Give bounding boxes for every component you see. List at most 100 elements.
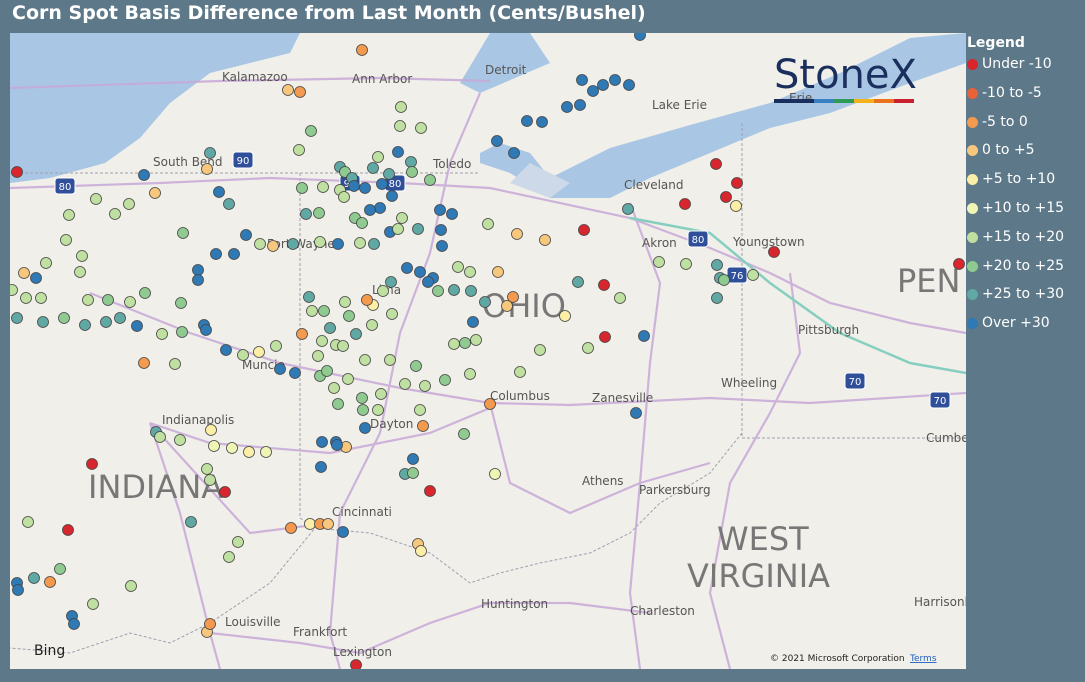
location-dot[interactable] [415, 122, 427, 134]
location-dot[interactable] [314, 236, 326, 248]
location-dot[interactable] [348, 180, 360, 192]
location-dot[interactable] [511, 228, 523, 240]
location-dot[interactable] [638, 330, 650, 342]
location-dot[interactable] [177, 227, 189, 239]
location-dot[interactable] [204, 474, 216, 486]
location-dot[interactable] [680, 258, 692, 270]
location-dot[interactable] [131, 320, 143, 332]
location-dot[interactable] [385, 276, 397, 288]
location-dot[interactable] [386, 308, 398, 320]
location-dot[interactable] [289, 367, 301, 379]
location-dot[interactable] [63, 209, 75, 221]
location-dot[interactable] [11, 166, 23, 178]
location-dot[interactable] [139, 287, 151, 299]
location-dot[interactable] [597, 79, 609, 91]
location-dot[interactable] [316, 436, 328, 448]
location-dot[interactable] [293, 144, 305, 156]
location-dot[interactable] [417, 420, 429, 432]
location-dot[interactable] [574, 99, 586, 111]
location-dot[interactable] [634, 33, 646, 41]
location-dot[interactable] [491, 135, 503, 147]
location-dot[interactable] [356, 217, 368, 229]
location-dot[interactable] [337, 340, 349, 352]
location-dot[interactable] [372, 151, 384, 163]
location-dot[interactable] [386, 190, 398, 202]
location-dot[interactable] [731, 177, 743, 189]
location-dot[interactable] [439, 374, 451, 386]
location-dot[interactable] [582, 342, 594, 354]
location-dot[interactable] [536, 116, 548, 128]
location-dot[interactable] [559, 310, 571, 322]
location-dot[interactable] [434, 204, 446, 216]
location-dot[interactable] [720, 191, 732, 203]
location-dot[interactable] [407, 467, 419, 479]
location-dot[interactable] [109, 208, 121, 220]
location-dot[interactable] [267, 240, 279, 252]
location-dot[interactable] [718, 274, 730, 286]
location-dot[interactable] [384, 354, 396, 366]
location-dot[interactable] [274, 363, 286, 375]
location-dot[interactable] [599, 331, 611, 343]
location-dot[interactable] [539, 234, 551, 246]
location-dot[interactable] [125, 580, 137, 592]
location-dot[interactable] [343, 310, 355, 322]
location-dot[interactable] [54, 563, 66, 575]
location-dot[interactable] [10, 284, 18, 296]
location-dot[interactable] [213, 186, 225, 198]
location-dot[interactable] [317, 181, 329, 193]
location-dot[interactable] [452, 261, 464, 273]
location-dot[interactable] [90, 193, 102, 205]
location-dot[interactable] [316, 335, 328, 347]
location-dot[interactable] [220, 344, 232, 356]
location-dot[interactable] [374, 202, 386, 214]
location-dot[interactable] [464, 266, 476, 278]
location-dot[interactable] [138, 357, 150, 369]
location-dot[interactable] [448, 338, 460, 350]
location-dot[interactable] [446, 208, 458, 220]
location-dot[interactable] [561, 101, 573, 113]
location-dot[interactable] [458, 428, 470, 440]
location-dot[interactable] [534, 344, 546, 356]
location-dot[interactable] [86, 458, 98, 470]
location-dot[interactable] [630, 407, 642, 419]
location-dot[interactable] [200, 324, 212, 336]
location-dot[interactable] [328, 382, 340, 394]
location-dot[interactable] [313, 207, 325, 219]
location-dot[interactable] [356, 44, 368, 56]
location-dot[interactable] [74, 266, 86, 278]
legend-item[interactable]: 0 to +5 [967, 142, 1064, 171]
location-dot[interactable] [35, 292, 47, 304]
location-dot[interactable] [138, 169, 150, 181]
location-dot[interactable] [459, 337, 471, 349]
location-dot[interactable] [240, 229, 252, 241]
location-dot[interactable] [415, 545, 427, 557]
location-dot[interactable] [223, 198, 235, 210]
location-dot[interactable] [356, 392, 368, 404]
location-dot[interactable] [359, 354, 371, 366]
location-dot[interactable] [201, 463, 213, 475]
location-dot[interactable] [62, 524, 74, 536]
location-dot[interactable] [232, 536, 244, 548]
location-dot[interactable] [210, 248, 222, 260]
location-dot[interactable] [270, 340, 282, 352]
location-dot[interactable] [204, 618, 216, 630]
location-dot[interactable] [578, 224, 590, 236]
location-dot[interactable] [572, 276, 584, 288]
location-dot[interactable] [482, 218, 494, 230]
location-dot[interactable] [392, 223, 404, 235]
location-dot[interactable] [395, 101, 407, 113]
location-dot[interactable] [28, 572, 40, 584]
location-dot[interactable] [368, 238, 380, 250]
location-dot[interactable] [40, 257, 52, 269]
location-dot[interactable] [87, 598, 99, 610]
location-dot[interactable] [376, 178, 388, 190]
location-dot[interactable] [123, 198, 135, 210]
location-dot[interactable] [412, 223, 424, 235]
location-dot[interactable] [372, 404, 384, 416]
location-dot[interactable] [470, 334, 482, 346]
location-dot[interactable] [406, 166, 418, 178]
location-dot[interactable] [492, 266, 504, 278]
location-dot[interactable] [312, 350, 324, 362]
location-dot[interactable] [100, 316, 112, 328]
location-dot[interactable] [465, 285, 477, 297]
